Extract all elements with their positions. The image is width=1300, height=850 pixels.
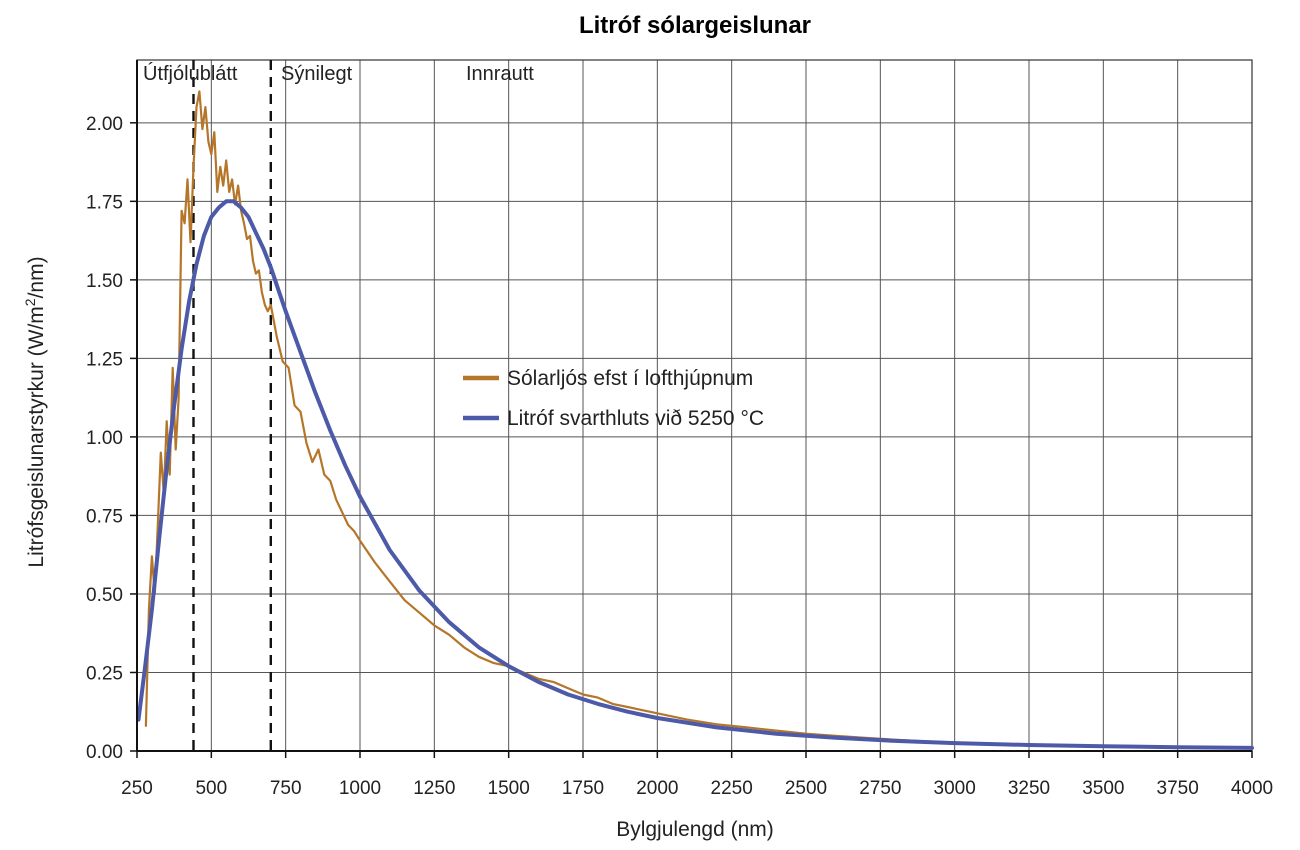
x-tick-label: 1500 (488, 778, 530, 799)
x-tick-label: 1750 (562, 778, 604, 799)
x-tick-label: 3250 (1008, 778, 1050, 799)
region-dividers (192, 60, 272, 751)
legend: Sólarljós efst í lofthjúpnum Litróf svart… (463, 367, 764, 430)
x-tick-label: 750 (270, 778, 302, 799)
x-tick-label: 250 (121, 778, 153, 799)
y-tick-label: 0.00 (86, 742, 123, 763)
axes: 250 500 750 1000 1250 1500 1750 2000 2250 2500 275… (86, 60, 1273, 799)
y-axis-label-superscript: 2 (22, 298, 38, 306)
y-tick-label: 1.00 (86, 428, 123, 449)
x-tick-label: 1000 (339, 778, 381, 799)
y-axis-label: Litrófsgeislunarstyrkur (W/m2/nm) (22, 256, 48, 567)
x-tick-label: 1250 (413, 778, 455, 799)
region-label: Innrautt (466, 63, 534, 85)
plot-frame (136, 59, 1253, 752)
region-labels: Útfjólublátt Sýnilegt Innrautt (143, 62, 534, 85)
x-tick-label: 3000 (934, 778, 976, 799)
y-tick-label: 0.75 (86, 506, 123, 527)
sunlight-series-line (144, 90, 1254, 750)
y-axis-label-end: /nm) (25, 256, 48, 298)
x-tick-label: 3500 (1082, 778, 1124, 799)
x-tick-label: 2000 (636, 778, 678, 799)
y-tick-label: 2.00 (86, 114, 123, 135)
y-tick-label: 1.75 (86, 192, 123, 213)
legend-label: Sólarljós efst í lofthjúpnum (507, 367, 753, 390)
region-label: Útfjólublátt (143, 62, 238, 85)
x-tick-label: 500 (195, 778, 227, 799)
chart-title: Litróf sólargeislunar (579, 12, 811, 39)
x-tick-label: 4000 (1231, 778, 1273, 799)
y-tick-label: 0.50 (86, 585, 123, 606)
x-axis-label: Bylgjulengd (nm) (616, 818, 774, 841)
grid (136, 59, 1253, 752)
x-tick-label: 3750 (1157, 778, 1199, 799)
series-lines (136, 90, 1254, 750)
y-tick-label: 0.25 (86, 663, 123, 684)
region-label: Sýnilegt (281, 63, 353, 85)
x-tick-label: 2250 (711, 778, 753, 799)
blackbody-series-line (136, 199, 1254, 750)
y-axis-label-main: Litrófsgeislunarstyrkur (W/m (25, 306, 48, 567)
x-tick-label: 2750 (859, 778, 901, 799)
legend-label: Litróf svarthluts við 5250 °C (507, 407, 764, 430)
y-tick-label: 1.50 (86, 271, 123, 292)
y-tick-label: 1.25 (86, 349, 123, 370)
x-tick-label: 2500 (785, 778, 827, 799)
